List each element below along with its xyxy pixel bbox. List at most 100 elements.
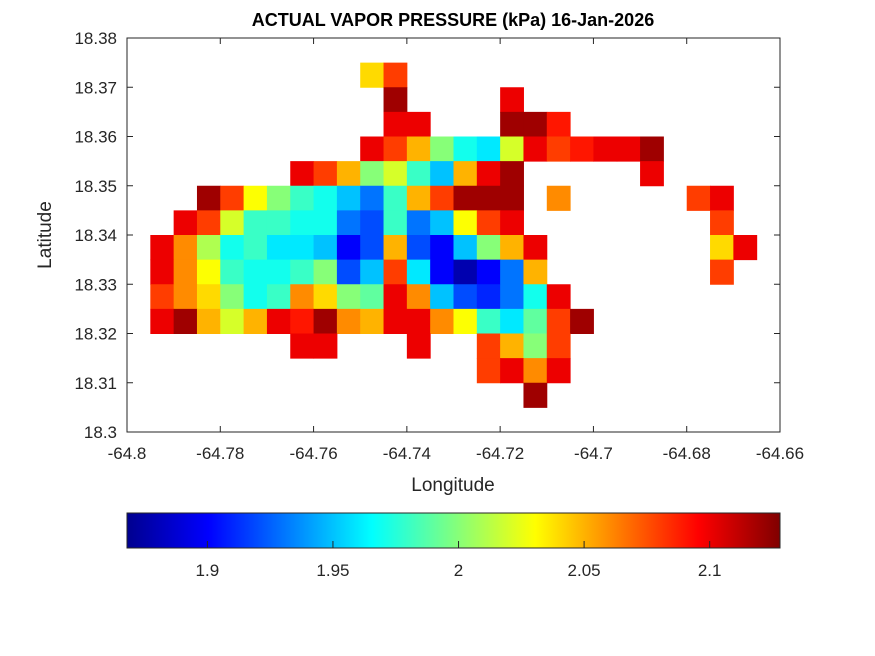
heatmap-cell [290, 185, 315, 211]
heatmap-cell [500, 210, 524, 236]
heatmap-cell [500, 87, 524, 113]
heatmap-cell [196, 259, 221, 285]
x-tick-label: -64.68 [663, 444, 711, 463]
heatmap-cell [523, 382, 548, 408]
heatmap-cell [290, 210, 315, 236]
heatmap-cell [313, 284, 338, 310]
heatmap-cell [546, 308, 571, 334]
heatmap-cell [313, 235, 338, 261]
heatmap-cell [616, 136, 641, 162]
heatmap-cell [406, 284, 431, 310]
heatmap-cell [290, 284, 315, 310]
heatmap-cell [313, 210, 338, 236]
heatmap-cell [500, 111, 524, 137]
heatmap-cell [453, 136, 478, 162]
heatmap-cell [593, 136, 618, 162]
heatmap-cell [640, 136, 664, 162]
heatmap-cell [406, 235, 431, 261]
y-tick-label: 18.38 [74, 29, 117, 48]
heatmap-cell [523, 284, 548, 310]
heatmap-cell [266, 210, 291, 236]
heatmap-cell [500, 136, 524, 162]
heatmap-cells [150, 62, 758, 408]
heatmap-cell [150, 284, 175, 310]
x-tick-label: -64.8 [108, 444, 147, 463]
colorbar-tick-label: 2.05 [568, 561, 601, 580]
heatmap-cell [360, 308, 385, 334]
heatmap-cell [383, 259, 408, 285]
heatmap-cell [406, 259, 431, 285]
heatmap-cell [500, 161, 524, 187]
heatmap-cell [476, 161, 501, 187]
heatmap-cell [383, 185, 408, 211]
chart-title: ACTUAL VAPOR PRESSURE (kPa) 16-Jan-2026 [252, 10, 654, 30]
heatmap-cell [173, 259, 198, 285]
heatmap-cell [476, 136, 501, 162]
y-axis-label: Latitude [35, 201, 56, 269]
heatmap-cell [500, 358, 524, 384]
heatmap-cell [383, 284, 408, 310]
heatmap-cell [476, 235, 501, 261]
heatmap-cell [476, 308, 501, 334]
heatmap-cell [360, 235, 385, 261]
heatmap-cell [406, 185, 431, 211]
heatmap-cell [453, 308, 478, 334]
heatmap-cell [406, 136, 431, 162]
heatmap-cell [243, 284, 268, 310]
heatmap-cell [640, 161, 664, 187]
heatmap-cell [290, 161, 315, 187]
heatmap-cell [383, 161, 408, 187]
heatmap-cell [523, 259, 548, 285]
heatmap-cell [686, 185, 711, 211]
heatmap-cell [313, 308, 338, 334]
heatmap-cell [150, 235, 175, 261]
heatmap-cell [196, 308, 221, 334]
x-tick-label: -64.78 [196, 444, 244, 463]
heatmap-cell [266, 284, 291, 310]
heatmap-cell [710, 210, 734, 236]
heatmap-cell [500, 235, 524, 261]
heatmap-cell [523, 333, 548, 359]
heatmap-cell [453, 210, 478, 236]
heatmap-cell [243, 308, 268, 334]
heatmap-cell [220, 259, 245, 285]
heatmap-cell [406, 111, 431, 137]
heatmap-cell [430, 136, 454, 162]
y-tick-label: 18.36 [74, 128, 117, 147]
heatmap-cell [430, 308, 454, 334]
heatmap-cell [360, 161, 385, 187]
heatmap-cell [196, 284, 221, 310]
x-axis: -64.8 -64.78 -64.76 -64.74 -64.72 -64.7 -64.68… [108, 38, 804, 463]
y-axis: 18.3 18.31 18.32 18.33 18.34 18.35 18.36 18.37 1… [74, 29, 780, 442]
heatmap-cell [290, 259, 315, 285]
colorbar-tick-label: 2.1 [698, 561, 722, 580]
heatmap-cell [570, 308, 594, 334]
heatmap-cell [336, 284, 361, 310]
x-tick-label: -64.72 [476, 444, 524, 463]
heatmap-cell [360, 62, 385, 88]
heatmap-cell [733, 235, 758, 261]
heatmap-cell [150, 308, 175, 334]
heatmap-cell [710, 235, 734, 261]
heatmap-cell [430, 284, 454, 310]
heatmap-cell [406, 210, 431, 236]
heatmap-cell [546, 358, 571, 384]
heatmap-cell [173, 235, 198, 261]
colorbar-tick-label: 1.9 [196, 561, 220, 580]
heatmap-cell [500, 259, 524, 285]
heatmap-cell [430, 259, 454, 285]
heatmap-cell [710, 185, 734, 211]
heatmap-cell [313, 333, 338, 359]
colorbar-ticks: 1.9 1.95 2 2.05 2.1 [196, 541, 722, 580]
heatmap-cell [220, 185, 245, 211]
heatmap-cell [383, 111, 408, 137]
y-tick-label: 18.3 [84, 423, 117, 442]
heatmap-cell [266, 185, 291, 211]
y-tick-label: 18.35 [74, 177, 117, 196]
x-axis-label: Longitude [411, 475, 494, 496]
heatmap-cell [430, 185, 454, 211]
heatmap-cell [173, 284, 198, 310]
heatmap-cell [500, 333, 524, 359]
heatmap-cell [453, 185, 478, 211]
